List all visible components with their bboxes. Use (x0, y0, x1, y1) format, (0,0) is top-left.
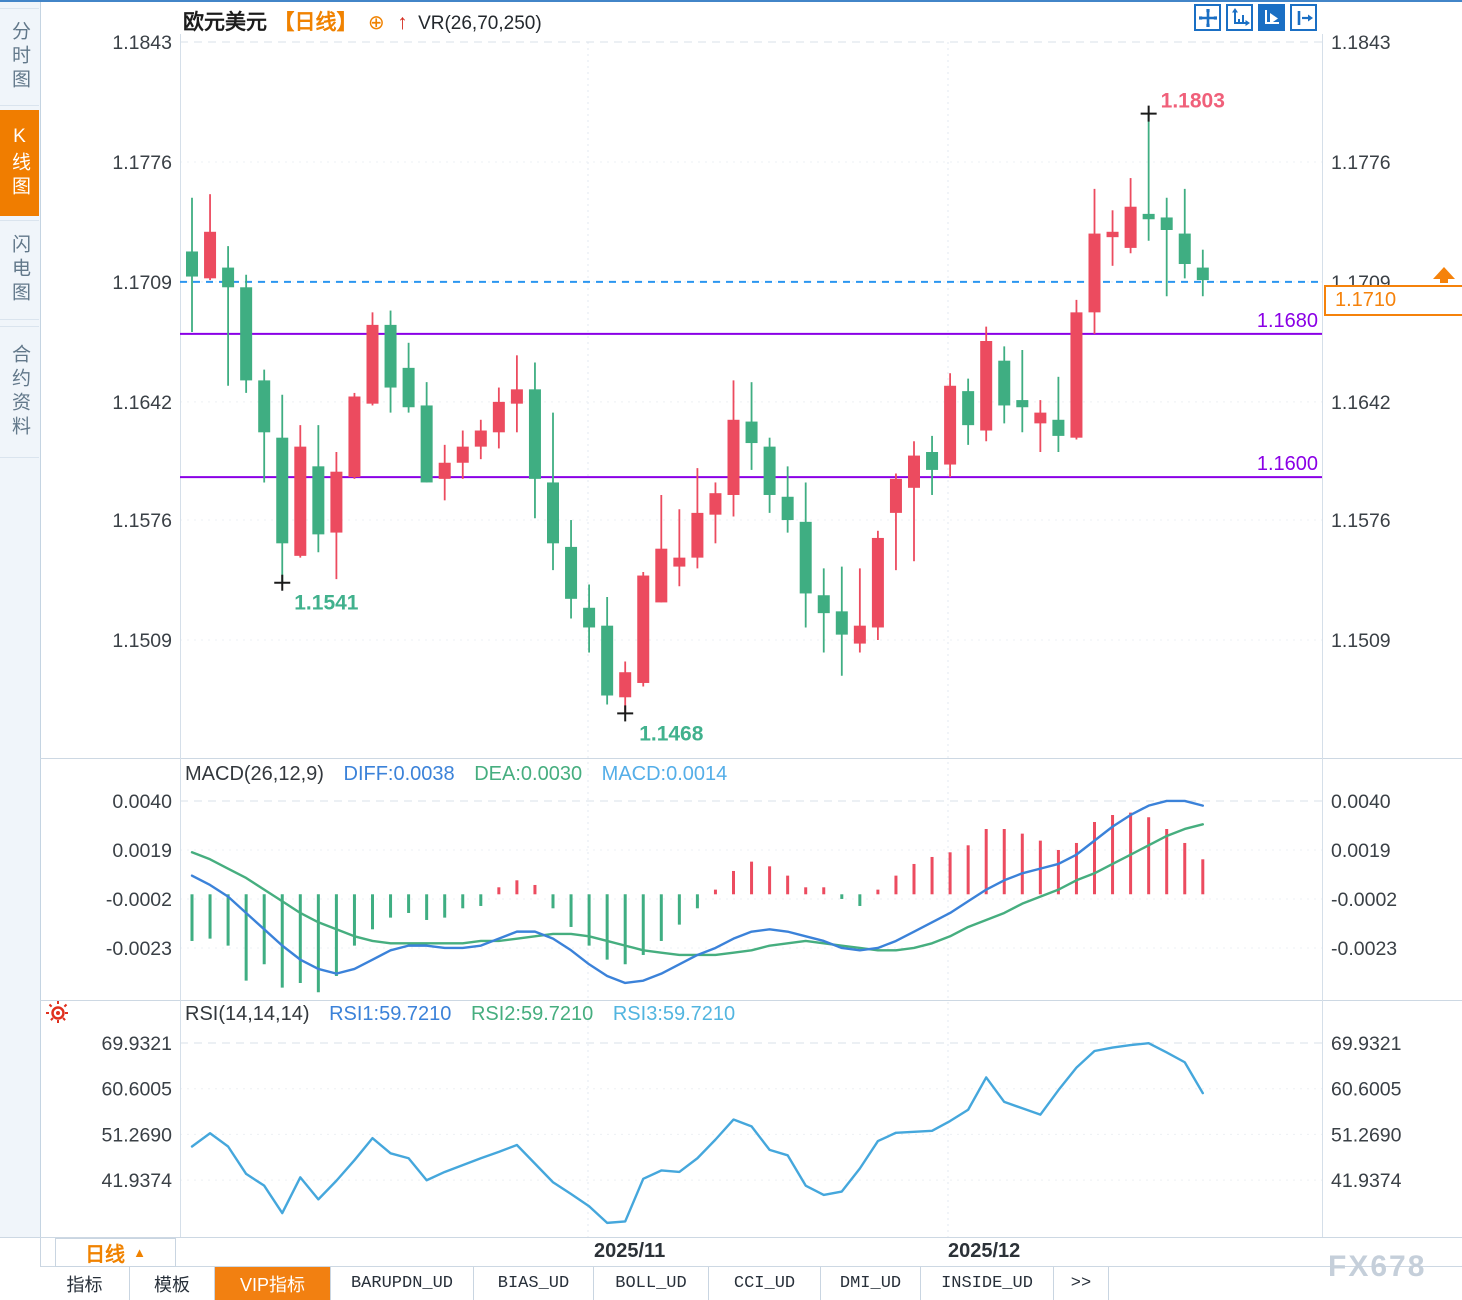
svg-text:1.1509: 1.1509 (112, 630, 172, 652)
svg-text:1.1843: 1.1843 (112, 32, 172, 54)
svg-text:-0.0023: -0.0023 (1331, 938, 1397, 960)
symbol-title: 欧元美元 (183, 11, 267, 34)
period-selector-label: 日线 (85, 1244, 126, 1266)
tab-BARUPDN-UD[interactable]: BARUPDN_UD (331, 1267, 474, 1300)
macd-title[interactable]: MACD(26,12,9) (185, 763, 324, 785)
svg-text:1.1600: 1.1600 (1257, 453, 1318, 475)
crosshair-icon[interactable] (1194, 4, 1221, 31)
svg-text:1.1642: 1.1642 (112, 392, 172, 414)
chart-toolbar (1194, 4, 1317, 31)
svg-text:-0.0023: -0.0023 (106, 938, 172, 960)
alert-sun-icon[interactable] (45, 1000, 71, 1026)
price-up-arrow-stem (1440, 278, 1448, 283)
rsi-title[interactable]: RSI(14,14,14) (185, 1003, 310, 1025)
axis-play-icon[interactable] (1258, 4, 1285, 31)
svg-text:41.9374: 41.9374 (102, 1170, 173, 1192)
rsi-panel-header: RSI(14,14,14) RSI1:59.7210 RSI2:59.7210 … (185, 1003, 735, 1026)
macd-dea-value: DEA:0.0030 (474, 763, 583, 785)
chart-title-bar: 欧元美元 【日线】 ⊕ ↑ VR(26,70,250) (183, 6, 542, 34)
svg-text:1.1576: 1.1576 (112, 510, 172, 532)
macd-hist-value: MACD:0.0014 (601, 763, 728, 785)
svg-text:1.1680: 1.1680 (1257, 310, 1318, 332)
svg-text:1.1541: 1.1541 (294, 592, 359, 615)
chevron-up-icon: ▲ (133, 1245, 146, 1260)
x-axis-label-december: 2025/12 (948, 1240, 1021, 1262)
x-axis-label-november: 2025/11 (594, 1240, 666, 1262)
price-up-arrow-icon (1433, 267, 1455, 279)
add-indicator-icon[interactable]: ⊕ (367, 12, 385, 34)
tab-指标[interactable]: 指标 (40, 1267, 130, 1300)
svg-text:0.0019: 0.0019 (112, 840, 172, 862)
svg-text:51.2690: 51.2690 (102, 1124, 173, 1146)
tab-BIAS-UD[interactable]: BIAS_UD (474, 1267, 594, 1300)
svg-text:-0.0002: -0.0002 (1331, 889, 1397, 911)
svg-text:1.1509: 1.1509 (1331, 630, 1391, 652)
tab-模板[interactable]: 模板 (130, 1267, 215, 1300)
current-price-tag: 1.1710 (1324, 285, 1462, 316)
overlay-indicator-label: VR(26,70,250) (418, 13, 542, 34)
sidebar-item-2[interactable]: K线图 (0, 110, 39, 216)
shift-right-icon[interactable] (1290, 4, 1317, 31)
svg-text:1.1709: 1.1709 (112, 272, 172, 294)
axis-scale-icon[interactable] (1226, 4, 1253, 31)
window-top-edge (0, 0, 1462, 2)
watermark: FX678 (1328, 1250, 1427, 1283)
svg-text:60.6005: 60.6005 (102, 1079, 173, 1101)
sidebar-item-3[interactable]: 闪电图 (0, 220, 39, 320)
tab-BOLL-UD[interactable]: BOLL_UD (594, 1267, 709, 1300)
svg-text:1.1468: 1.1468 (639, 722, 704, 745)
svg-text:1.1642: 1.1642 (1331, 392, 1391, 414)
macd-diff-value: DIFF:0.0038 (343, 763, 455, 785)
period-tag[interactable]: 【日线】 (273, 11, 358, 34)
period-selector-button[interactable]: 日线 ▲ (55, 1238, 176, 1267)
svg-text:41.9374: 41.9374 (1331, 1170, 1402, 1192)
rsi3-value: RSI3:59.7210 (612, 1003, 736, 1025)
bottom-left-cell (0, 1238, 41, 1300)
tab-VIP指标[interactable]: VIP指标 (215, 1267, 331, 1300)
sidebar-item-1[interactable]: 分时图 (0, 8, 39, 106)
svg-text:60.6005: 60.6005 (1331, 1079, 1402, 1101)
svg-text:1.1803: 1.1803 (1161, 90, 1225, 113)
svg-text:1.1576: 1.1576 (1331, 510, 1391, 532)
sidebar-item-4[interactable]: 合约资料 (0, 326, 39, 458)
indicator-tab-bar: 指标 模板 VIP指标 BARUPDN_UD BIAS_UD BOLL_UD CCI_UD D… (40, 1267, 1462, 1300)
chart-type-sidebar: 分时图 K线图闪电图合约资料 (0, 2, 41, 1237)
tab->>[interactable]: >> (1054, 1267, 1109, 1300)
up-trend-arrow-icon: ↑ (397, 11, 408, 34)
tab-CCI-UD[interactable]: CCI_UD (709, 1267, 821, 1300)
svg-text:0.0019: 0.0019 (1331, 840, 1391, 862)
svg-text:1.1843: 1.1843 (1331, 32, 1391, 54)
svg-text:1.1776: 1.1776 (1331, 152, 1391, 174)
rsi1-value: RSI1:59.7210 (329, 1003, 452, 1025)
svg-text:0.0040: 0.0040 (1331, 791, 1391, 813)
rsi2-value: RSI2:59.7210 (470, 1003, 594, 1025)
svg-text:51.2690: 51.2690 (1331, 1124, 1402, 1146)
svg-text:-0.0002: -0.0002 (106, 889, 172, 911)
svg-text:1.1776: 1.1776 (112, 152, 172, 174)
svg-text:69.9321: 69.9321 (102, 1033, 173, 1055)
svg-text:69.9321: 69.9321 (1331, 1033, 1402, 1055)
tab-DMI-UD[interactable]: DMI_UD (821, 1267, 921, 1300)
tab-INSIDE-UD[interactable]: INSIDE_UD (921, 1267, 1054, 1300)
svg-text:0.0040: 0.0040 (112, 791, 172, 813)
macd-panel-header: MACD(26,12,9) DIFF:0.0038 DEA:0.0030 MAC… (185, 763, 727, 786)
